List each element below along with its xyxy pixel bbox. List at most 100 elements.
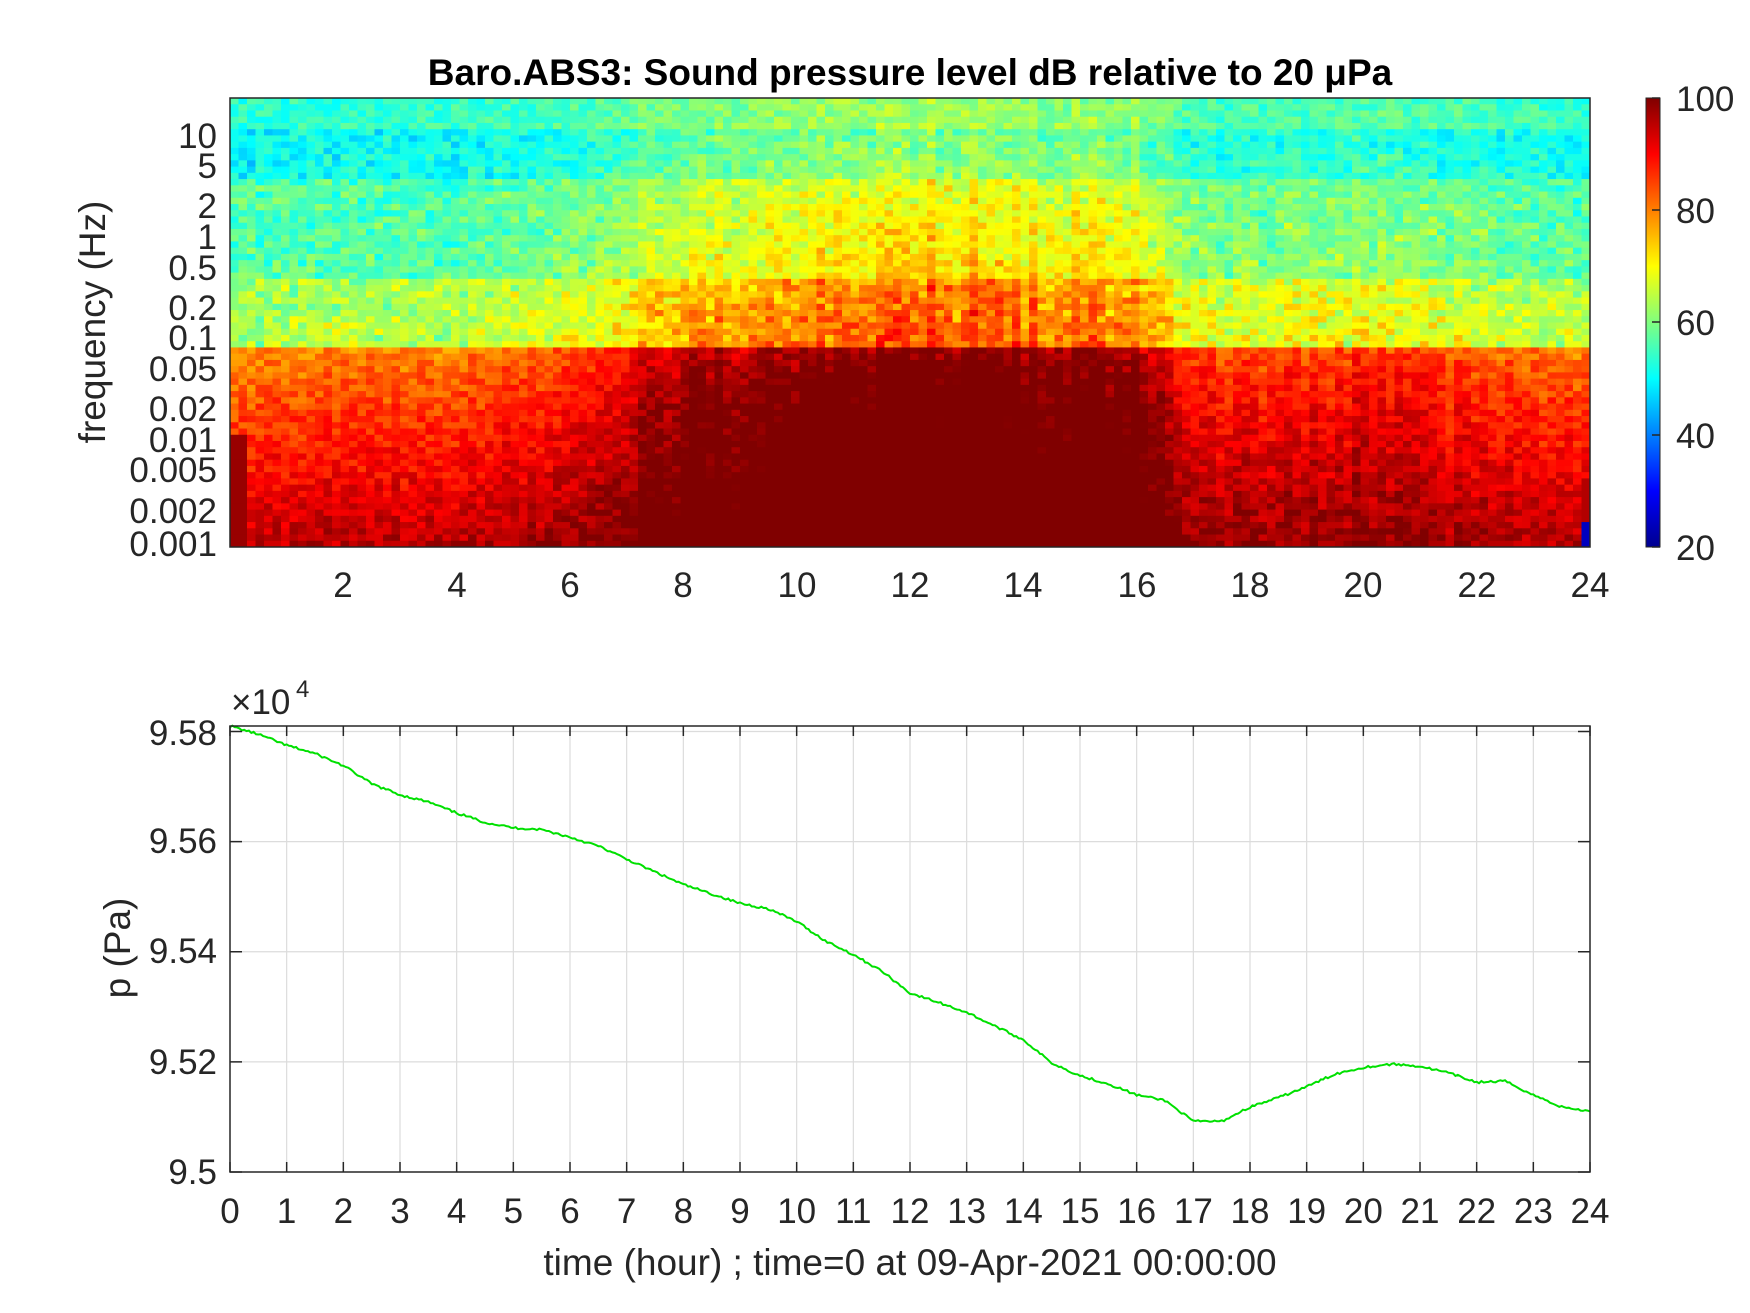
- spectrogram-cell: [502, 422, 512, 430]
- spectrogram-cell: [706, 353, 716, 361]
- spectrogram-cell: [723, 328, 733, 336]
- spectrogram-cell: [323, 116, 333, 124]
- spectrogram-cell: [485, 141, 495, 149]
- spectrogram-cell: [272, 116, 282, 124]
- spectrogram-cell: [765, 147, 775, 155]
- spectrogram-cell: [264, 116, 274, 124]
- spectrogram-cell: [782, 397, 792, 405]
- spectrogram-cell: [417, 253, 427, 261]
- spectrogram-cell: [553, 515, 563, 523]
- spectrogram-cell: [272, 397, 282, 405]
- spectrogram-cell: [714, 528, 724, 536]
- spectrogram-cell: [519, 122, 529, 130]
- spectrogram-cell: [748, 303, 758, 311]
- spectrogram-cell: [740, 366, 750, 373]
- spectrogram-cell: [238, 503, 248, 511]
- spectrogram-cell: [315, 490, 325, 498]
- spectrogram-cell: [323, 179, 333, 186]
- spectrogram-cell: [765, 197, 775, 205]
- spectrogram-cell: [663, 185, 673, 193]
- spectrogram-cell: [417, 210, 427, 218]
- spectrogram-cell: [247, 210, 257, 218]
- spectrogram-cell: [502, 515, 512, 523]
- spectrogram-cell: [230, 172, 240, 180]
- spectrogram-cell: [629, 347, 639, 355]
- spectrogram-cell: [476, 122, 486, 130]
- spectrogram-cell: [595, 509, 605, 517]
- spectrogram-cell: [425, 384, 435, 392]
- spectrogram-cell: [493, 104, 503, 112]
- spectrogram-cell: [519, 484, 529, 492]
- spectrogram-cell: [238, 391, 248, 398]
- spectrogram-cell: [485, 235, 495, 243]
- spectrogram-cell: [774, 465, 784, 473]
- spectrogram-cell: [655, 347, 665, 355]
- spectrogram-cell: [706, 534, 716, 542]
- spectrogram-cell: [315, 272, 325, 280]
- spectrogram-cell: [757, 110, 767, 118]
- spectrogram-cell: [578, 216, 588, 224]
- spectrogram-cell: [272, 310, 282, 317]
- spectrogram-cell: [238, 465, 248, 473]
- spectrogram-cell: [408, 378, 418, 386]
- spectrogram-cell: [621, 515, 631, 523]
- spectrogram-cell: [663, 434, 673, 442]
- spectrogram-cell: [459, 98, 469, 105]
- spectrogram-cell: [604, 334, 614, 342]
- spectrogram-cell: [595, 540, 605, 547]
- spectrogram-cell: [230, 397, 240, 405]
- spectrogram-cell: [757, 204, 767, 211]
- spectrogram-cell: [570, 409, 580, 417]
- spectrogram-cell: [655, 334, 665, 342]
- spectrogram-cell: [417, 216, 427, 224]
- spectrogram-cell: [459, 216, 469, 224]
- spectrogram-cell: [238, 447, 248, 455]
- spectrogram-cell: [510, 104, 520, 112]
- spectrogram-cell: [468, 316, 478, 324]
- spectrogram-cell: [714, 141, 724, 149]
- spectrogram-cell: [281, 359, 291, 367]
- spectrogram-cell: [697, 422, 707, 430]
- spectrogram-cell: [238, 222, 248, 230]
- spectrogram-cell: [570, 472, 580, 480]
- spectrogram-cell: [570, 135, 580, 143]
- spectrogram-cell: [383, 472, 393, 480]
- spectrogram-cell: [782, 285, 792, 292]
- spectrogram-cell: [782, 378, 792, 386]
- spectrogram-cell: [442, 98, 452, 105]
- spectrogram-cell: [740, 110, 750, 118]
- spectrogram-cell: [519, 316, 529, 324]
- spectrogram-cell: [502, 310, 512, 317]
- spectrogram-cell: [663, 490, 673, 498]
- spectrogram-cell: [493, 98, 503, 105]
- spectrogram-cell: [570, 210, 580, 218]
- spectrogram-cell: [442, 241, 452, 249]
- spectrogram-cell: [570, 403, 580, 411]
- spectrogram-cell: [425, 291, 435, 299]
- spectrogram-cell: [808, 210, 818, 218]
- spectrogram-cell: [782, 341, 792, 349]
- spectrogram-cell: [230, 428, 240, 436]
- spectrogram-cell: [408, 122, 418, 130]
- spectrogram-cell: [578, 272, 588, 280]
- spectrogram-cell: [442, 297, 452, 305]
- spectrogram-cell: [740, 347, 750, 355]
- spectrogram-cell: [816, 141, 826, 149]
- spectrogram-cell: [663, 316, 673, 324]
- spectrogram-cell: [714, 347, 724, 355]
- spectrogram-cell: [459, 316, 469, 324]
- spectrogram-cell: [527, 378, 537, 386]
- spectrogram-cell: [349, 391, 359, 398]
- spectrogram-cell: [799, 465, 809, 473]
- spectrogram-cell: [544, 403, 554, 411]
- spectrogram-cell: [374, 172, 384, 180]
- spectrogram-cell: [774, 497, 784, 504]
- spectrogram-cell: [774, 154, 784, 161]
- spectrogram-cell: [289, 303, 299, 311]
- spectrogram-cell: [408, 185, 418, 193]
- spectrogram-cell: [383, 185, 393, 193]
- spectrogram-cell: [697, 428, 707, 436]
- spectrogram-cell: [400, 472, 410, 480]
- spectrogram-cell: [264, 428, 274, 436]
- spectrogram-cell: [451, 459, 461, 467]
